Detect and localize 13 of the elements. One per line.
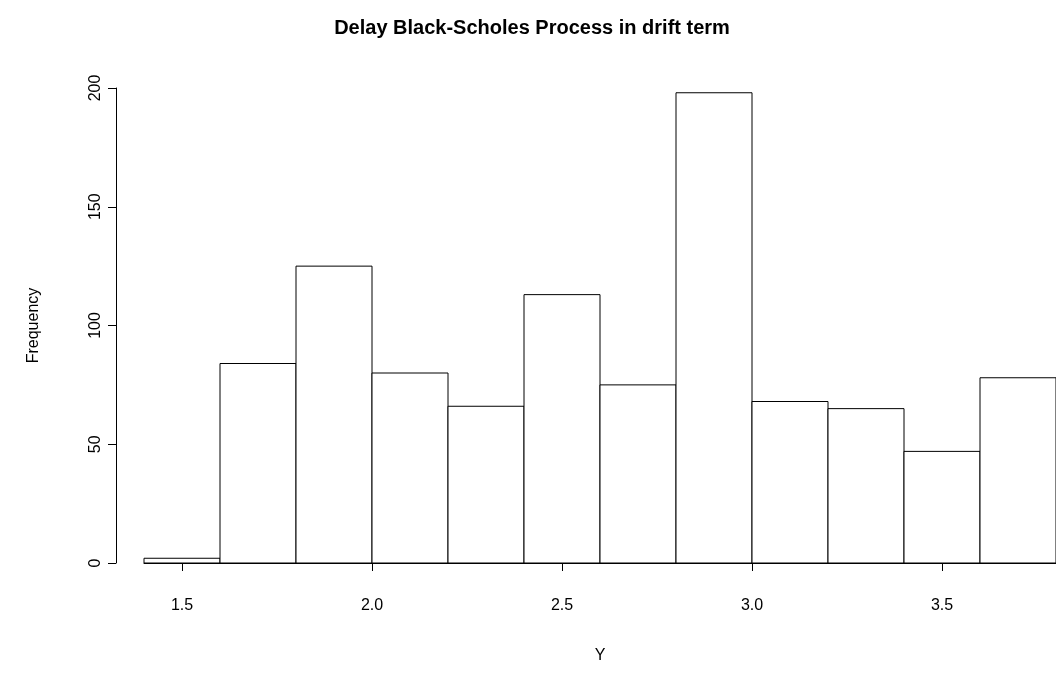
x-tick-label: 1.5: [170, 595, 194, 613]
y-tick-label: 50: [85, 435, 103, 454]
x-tick-label: 2.0: [360, 595, 384, 613]
x-tick-label: 3.5: [930, 595, 954, 613]
y-tick-label: 0: [85, 558, 103, 568]
x-tick-label: 3.0: [740, 595, 764, 613]
y-tick-label: 200: [85, 74, 103, 102]
y-tick-label: 150: [85, 193, 103, 221]
y-axis-title: Frequency: [23, 287, 41, 364]
x-tick-label: 2.5: [550, 595, 574, 613]
x-axis-title: Y: [594, 645, 606, 663]
chart-title: Delay Black-Scholes Process in drift term: [334, 16, 730, 38]
y-tick-label: 100: [85, 312, 103, 339]
